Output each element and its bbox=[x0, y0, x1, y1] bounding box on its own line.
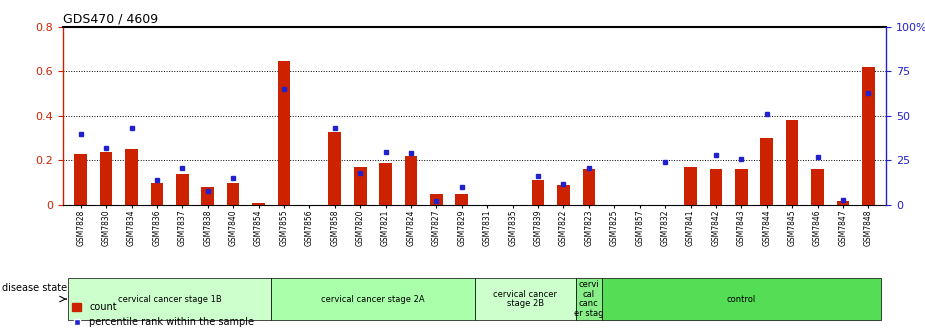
Bar bbox=[74, 154, 87, 205]
Bar bbox=[532, 180, 545, 205]
Text: control: control bbox=[727, 295, 756, 303]
Bar bbox=[735, 169, 747, 205]
Text: cervical cancer stage 2A: cervical cancer stage 2A bbox=[321, 295, 425, 303]
Bar bbox=[557, 185, 570, 205]
Bar bbox=[100, 152, 113, 205]
Bar bbox=[404, 156, 417, 205]
Bar bbox=[785, 120, 798, 205]
Text: disease state: disease state bbox=[2, 283, 67, 293]
Bar bbox=[278, 61, 290, 205]
Bar bbox=[328, 131, 341, 205]
Bar bbox=[836, 201, 849, 205]
Legend: count, percentile rank within the sample: count, percentile rank within the sample bbox=[68, 298, 258, 331]
Bar bbox=[684, 167, 697, 205]
Bar bbox=[455, 194, 468, 205]
Bar bbox=[862, 67, 875, 205]
Text: cervical cancer
stage 2B: cervical cancer stage 2B bbox=[493, 290, 558, 308]
Bar bbox=[583, 169, 595, 205]
Bar bbox=[430, 194, 443, 205]
Bar bbox=[253, 203, 265, 205]
Bar bbox=[576, 278, 601, 320]
Bar bbox=[379, 163, 392, 205]
Bar bbox=[811, 169, 824, 205]
Bar bbox=[354, 167, 366, 205]
Bar bbox=[709, 169, 722, 205]
Bar bbox=[151, 183, 164, 205]
Bar bbox=[68, 278, 271, 320]
Bar bbox=[202, 187, 214, 205]
Text: cervical cancer stage 1B: cervical cancer stage 1B bbox=[117, 295, 221, 303]
Bar bbox=[475, 278, 576, 320]
Bar bbox=[271, 278, 475, 320]
Text: cervi
cal
canc
er stag: cervi cal canc er stag bbox=[574, 280, 604, 318]
Bar bbox=[760, 138, 773, 205]
Bar bbox=[125, 149, 138, 205]
Bar bbox=[601, 278, 882, 320]
Bar bbox=[227, 183, 240, 205]
Text: GDS470 / 4609: GDS470 / 4609 bbox=[63, 13, 158, 26]
Bar bbox=[176, 174, 189, 205]
